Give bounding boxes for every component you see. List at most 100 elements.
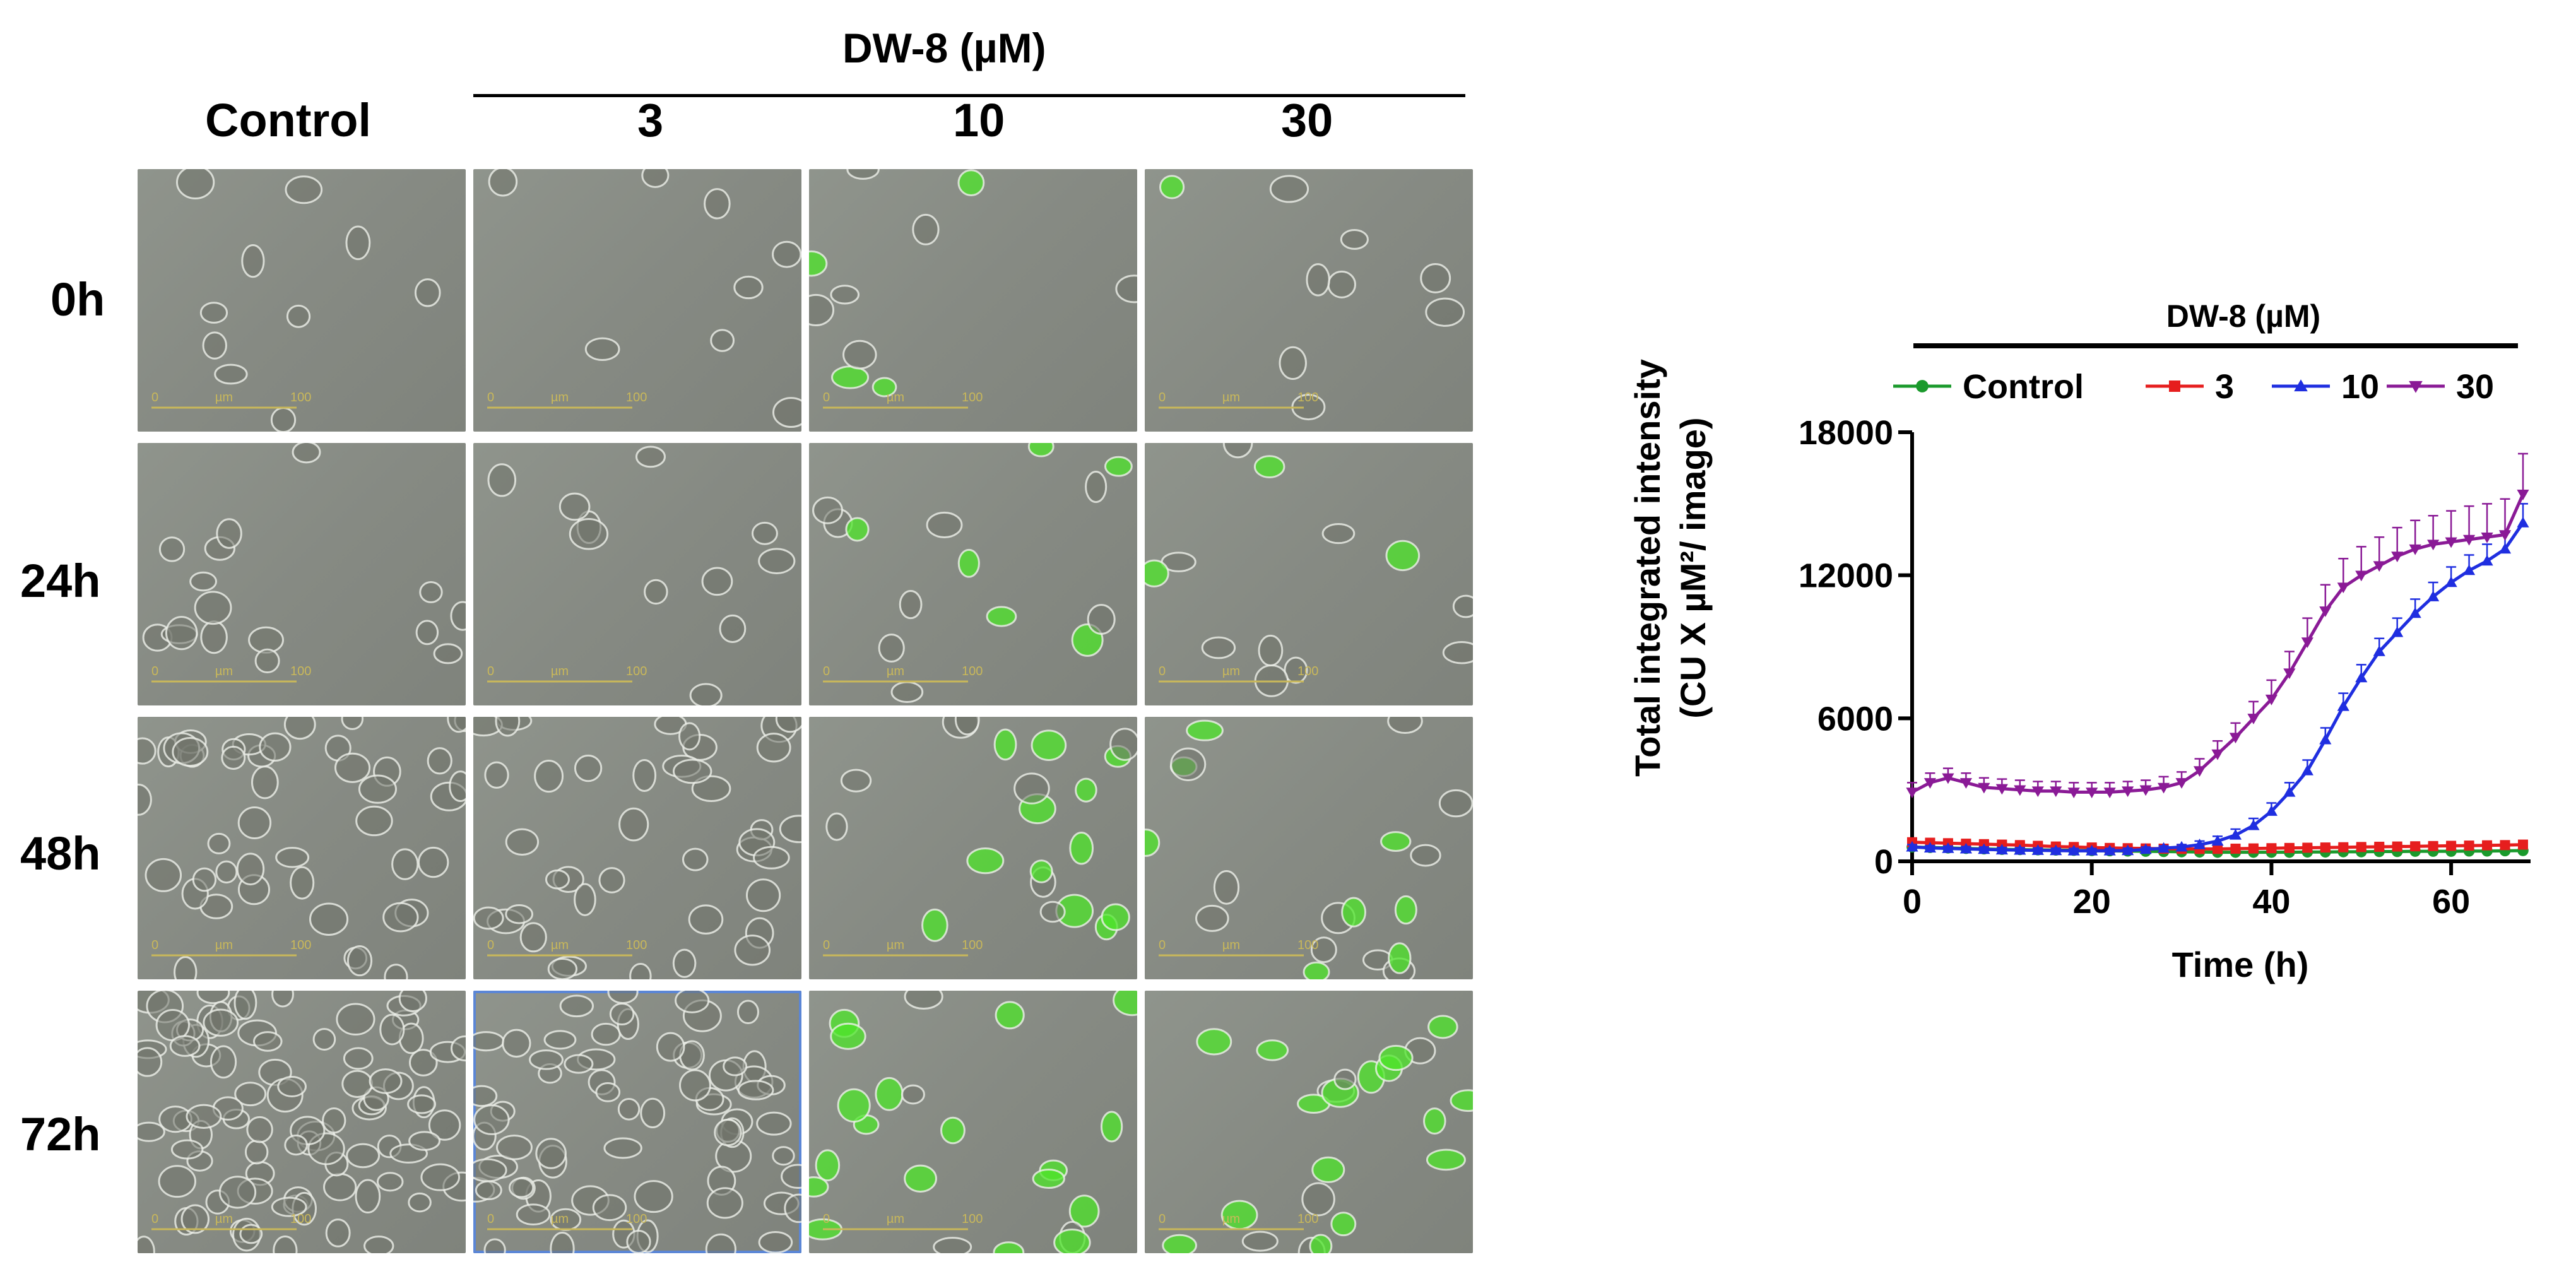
cell: [1279, 346, 1307, 380]
cell: [343, 1047, 374, 1070]
chart-plot-area: [1906, 452, 2529, 858]
cell: [618, 807, 649, 842]
x-tick-label: 40: [2252, 883, 2290, 921]
x-tick-label: 20: [2073, 883, 2111, 921]
cell: [505, 828, 540, 856]
cell: [1327, 270, 1356, 298]
fluorescent-cell: [1029, 859, 1053, 883]
fluorescent-cell: [1032, 1168, 1065, 1189]
legend-label: 30: [2456, 368, 2494, 406]
scale-bar-text: µm: [1222, 391, 1240, 404]
cell: [701, 567, 733, 596]
scale-bar-text: µm: [215, 391, 233, 404]
data-point: [2446, 840, 2457, 851]
scale-bar: 0 µm 100: [487, 664, 647, 683]
scale-bar: 0 µm 100: [823, 391, 983, 409]
cell: [214, 363, 248, 385]
cell: [145, 858, 182, 892]
cell: [756, 733, 791, 763]
fluorescent-cell: [993, 728, 1017, 761]
micrograph-panel: 0 µm 100: [138, 991, 466, 1253]
scale-bar: 0 µm 100: [823, 664, 983, 683]
cell: [447, 717, 466, 733]
scale-bar-text: µm: [1222, 664, 1240, 678]
data-point: [2355, 671, 2368, 683]
data-point: [2031, 786, 2044, 798]
fluorescent-cell: [830, 1022, 866, 1050]
data-point: [2498, 543, 2512, 554]
cell: [409, 1049, 438, 1076]
fluorescent-cell: [1104, 456, 1133, 477]
cell: [270, 407, 297, 432]
cell: [414, 278, 441, 307]
fluorescent-cell: [995, 1001, 1025, 1030]
data-point: [2175, 778, 2188, 789]
data-point: [1942, 842, 1954, 853]
fluorescent-cell: [809, 250, 828, 277]
cell: [194, 591, 232, 625]
scale-bar: 0 µm 100: [487, 1212, 647, 1230]
cell: [954, 717, 980, 736]
scale-bar-text: 100: [962, 391, 983, 404]
cell: [186, 1104, 222, 1129]
row-label-48h: 48h: [20, 827, 101, 880]
cell: [840, 769, 872, 793]
scale-bar-text: 0: [151, 391, 158, 404]
data-point: [2283, 668, 2296, 680]
cell: [781, 1164, 801, 1189]
fluorescent-cell: [871, 377, 897, 398]
scale-bar-text: µm: [215, 664, 233, 678]
data-point: [2482, 840, 2493, 851]
micrograph-cells: 0 µm 100: [487, 445, 796, 705]
fluorescent-cell: [986, 606, 1017, 627]
data-point: [2103, 787, 2116, 799]
data-point: [2373, 645, 2385, 656]
cell: [751, 521, 778, 545]
data-point: [2050, 844, 2062, 856]
cell: [271, 1196, 307, 1217]
cell: [450, 1035, 466, 1062]
cell: [215, 860, 238, 884]
cell: [1258, 634, 1284, 667]
cell: [355, 805, 393, 837]
cell: [244, 1140, 269, 1165]
cell: [1109, 728, 1137, 761]
cell: [1452, 594, 1473, 618]
scale-bar-text: µm: [215, 938, 233, 952]
fluorescent-cell: [904, 1164, 937, 1193]
x-tick-label: 0: [1903, 883, 1922, 921]
fluorescent-cell: [1394, 895, 1417, 925]
cell: [309, 902, 349, 936]
scale-bar-text: 100: [290, 1212, 311, 1226]
data-point: [2462, 534, 2476, 546]
cell: [784, 1193, 801, 1224]
cell: [926, 511, 963, 538]
micrograph-panel: 0 µm 100: [1145, 717, 1473, 979]
data-point: [2283, 786, 2296, 797]
fluorescent-cell: [1113, 991, 1137, 1017]
cell: [1442, 641, 1473, 664]
micrograph-cells: 0 µm 100: [1159, 1015, 1473, 1253]
y-tick-label: 12000: [1799, 557, 1893, 595]
scale-bar-text: µm: [551, 391, 569, 404]
fluorescent-cell: [921, 908, 948, 942]
cell: [174, 956, 198, 979]
fluorescent-cell: [1186, 719, 1224, 741]
cell: [473, 906, 504, 930]
x-axis-label: Time (h): [2172, 945, 2309, 984]
cell: [705, 1233, 736, 1253]
cell: [564, 1054, 594, 1074]
scale-bar-text: 0: [1159, 938, 1166, 952]
cell: [1310, 936, 1337, 964]
fluorescent-cell: [1101, 903, 1130, 931]
cell: [734, 935, 771, 966]
data-point: [2392, 841, 2402, 852]
chart-axes: 0 6000 12000 18000 0 20 40 60: [1799, 414, 2531, 921]
cell: [234, 1082, 267, 1107]
cell: [325, 1218, 351, 1247]
cell: [772, 397, 801, 428]
cell: [890, 681, 924, 703]
cell: [574, 883, 596, 916]
cell: [487, 463, 517, 497]
cell: [408, 1192, 432, 1213]
